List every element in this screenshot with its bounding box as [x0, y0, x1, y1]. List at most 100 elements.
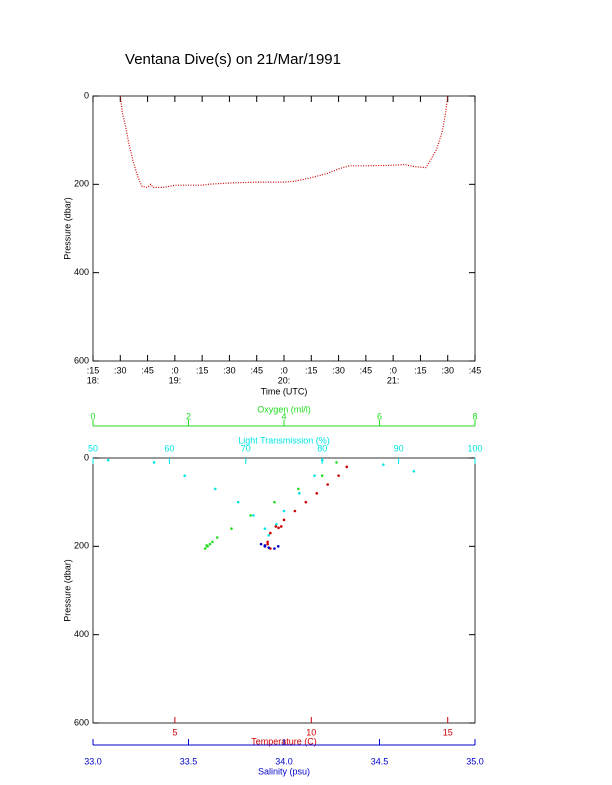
x-tick-label: 0 — [90, 411, 95, 421]
profile-point — [277, 526, 280, 530]
profile-point — [249, 514, 252, 517]
plot-frame — [92, 457, 476, 724]
hour-label: 19: — [169, 375, 182, 385]
chart-title: Ventana Dive(s) on 21/Mar/1991 — [125, 51, 341, 68]
x-tick-label: 35.0 — [466, 756, 484, 766]
x-tick-label: :15 — [87, 365, 100, 375]
x-tick-label: :30 — [114, 365, 127, 375]
profile-point — [282, 518, 286, 522]
profile-point — [293, 509, 297, 513]
x-tick-label: :45 — [360, 365, 373, 375]
hour-label: 18: — [87, 375, 100, 385]
profile-point — [326, 483, 329, 486]
x-tick-label: 60 — [164, 443, 174, 453]
profile-point — [213, 487, 217, 491]
profile-point — [267, 533, 271, 537]
profile-point — [252, 514, 255, 517]
x-axis-label: Oxygen (ml/l) — [257, 404, 311, 414]
y-tick-label: 200 — [74, 541, 89, 551]
profile-point — [345, 465, 349, 469]
x-tick-label: 6 — [377, 411, 382, 421]
profile-point — [276, 545, 280, 548]
y-tick-label: 0 — [84, 452, 89, 462]
y-axis-label: Pressure (dbar) — [62, 559, 72, 622]
x-tick-label: 50 — [88, 443, 98, 453]
profile-point — [263, 527, 267, 530]
y-axis-label: Pressure (dbar) — [62, 197, 72, 260]
profile-point — [211, 540, 214, 544]
profile-point — [279, 525, 283, 528]
x-tick-label: :30 — [223, 365, 236, 375]
hour-label: 21: — [387, 375, 400, 385]
profile-point — [297, 487, 300, 491]
y-tick-label: 600 — [74, 717, 89, 727]
profile-point — [269, 531, 272, 535]
plot-frame — [92, 95, 476, 362]
x-tick-label: 5 — [172, 727, 177, 737]
y-tick-label: 200 — [74, 179, 89, 189]
x-axis-label: Light Transmission (%) — [238, 435, 330, 445]
x-tick-label: :15 — [196, 365, 209, 375]
profile-point — [282, 509, 286, 513]
profile-point — [313, 474, 316, 477]
profile-point — [273, 547, 276, 550]
y-tick-label: 400 — [74, 267, 89, 277]
profile-point — [263, 544, 267, 547]
x-tick-label: :30 — [441, 365, 454, 375]
x-tick-label: :15 — [305, 365, 318, 375]
profile-point — [208, 542, 212, 546]
profile-point — [412, 469, 416, 473]
x-tick-label: :0 — [171, 365, 179, 375]
profile-point — [266, 542, 269, 546]
profile-point — [152, 461, 156, 464]
y-tick-label: 0 — [84, 90, 89, 100]
profile-point — [205, 544, 208, 547]
profile-point — [320, 458, 324, 462]
profile-point — [183, 474, 186, 477]
x-tick-label: 8 — [472, 411, 477, 421]
profile-point — [275, 522, 278, 526]
x-tick-label: :30 — [332, 365, 345, 375]
x-tick-label: 15 — [443, 727, 453, 737]
x-tick-label: 80 — [317, 443, 327, 453]
x-tick-label: 2 — [186, 411, 191, 421]
x-axis-label: Salinity (psu) — [258, 766, 310, 776]
profile-point — [259, 542, 263, 546]
profile-point — [297, 492, 301, 495]
profile-point — [274, 525, 278, 528]
profile-point — [320, 474, 324, 477]
x-tick-label: :45 — [141, 365, 154, 375]
profile-point — [382, 463, 385, 466]
x-tick-label: 4 — [281, 411, 286, 421]
x-tick-label: :0 — [389, 365, 397, 375]
x-tick-label: 100 — [467, 443, 482, 453]
profile-point — [230, 527, 233, 530]
x-tick-label: 34.0 — [275, 756, 293, 766]
x-tick-label: 34.5 — [371, 756, 389, 766]
x-tick-label: :45 — [469, 365, 482, 375]
x-tick-label: :45 — [250, 365, 263, 375]
profile-point — [215, 536, 219, 539]
x-tick-label: 33.0 — [84, 756, 102, 766]
x-tick-label: 10 — [306, 727, 316, 737]
y-tick-label: 400 — [74, 629, 89, 639]
profile-point — [236, 500, 240, 504]
profile-point — [273, 500, 276, 504]
x-tick-label: 33.5 — [180, 756, 198, 766]
x-tick-label: :15 — [414, 365, 427, 375]
x-axis-label: Time (UTC) — [261, 386, 308, 396]
pressure-line — [119, 95, 449, 189]
profile-point — [267, 546, 271, 549]
profile-point — [335, 461, 338, 464]
hour-label: 20: — [278, 375, 291, 385]
x-tick-label: 70 — [241, 443, 251, 453]
profile-point — [315, 492, 319, 495]
profile-point — [106, 458, 110, 462]
profile-point — [203, 547, 207, 550]
profile-point — [266, 540, 269, 544]
x-tick-label: 90 — [394, 443, 404, 453]
x-tick-label: :0 — [280, 365, 288, 375]
profile-point — [337, 474, 340, 477]
